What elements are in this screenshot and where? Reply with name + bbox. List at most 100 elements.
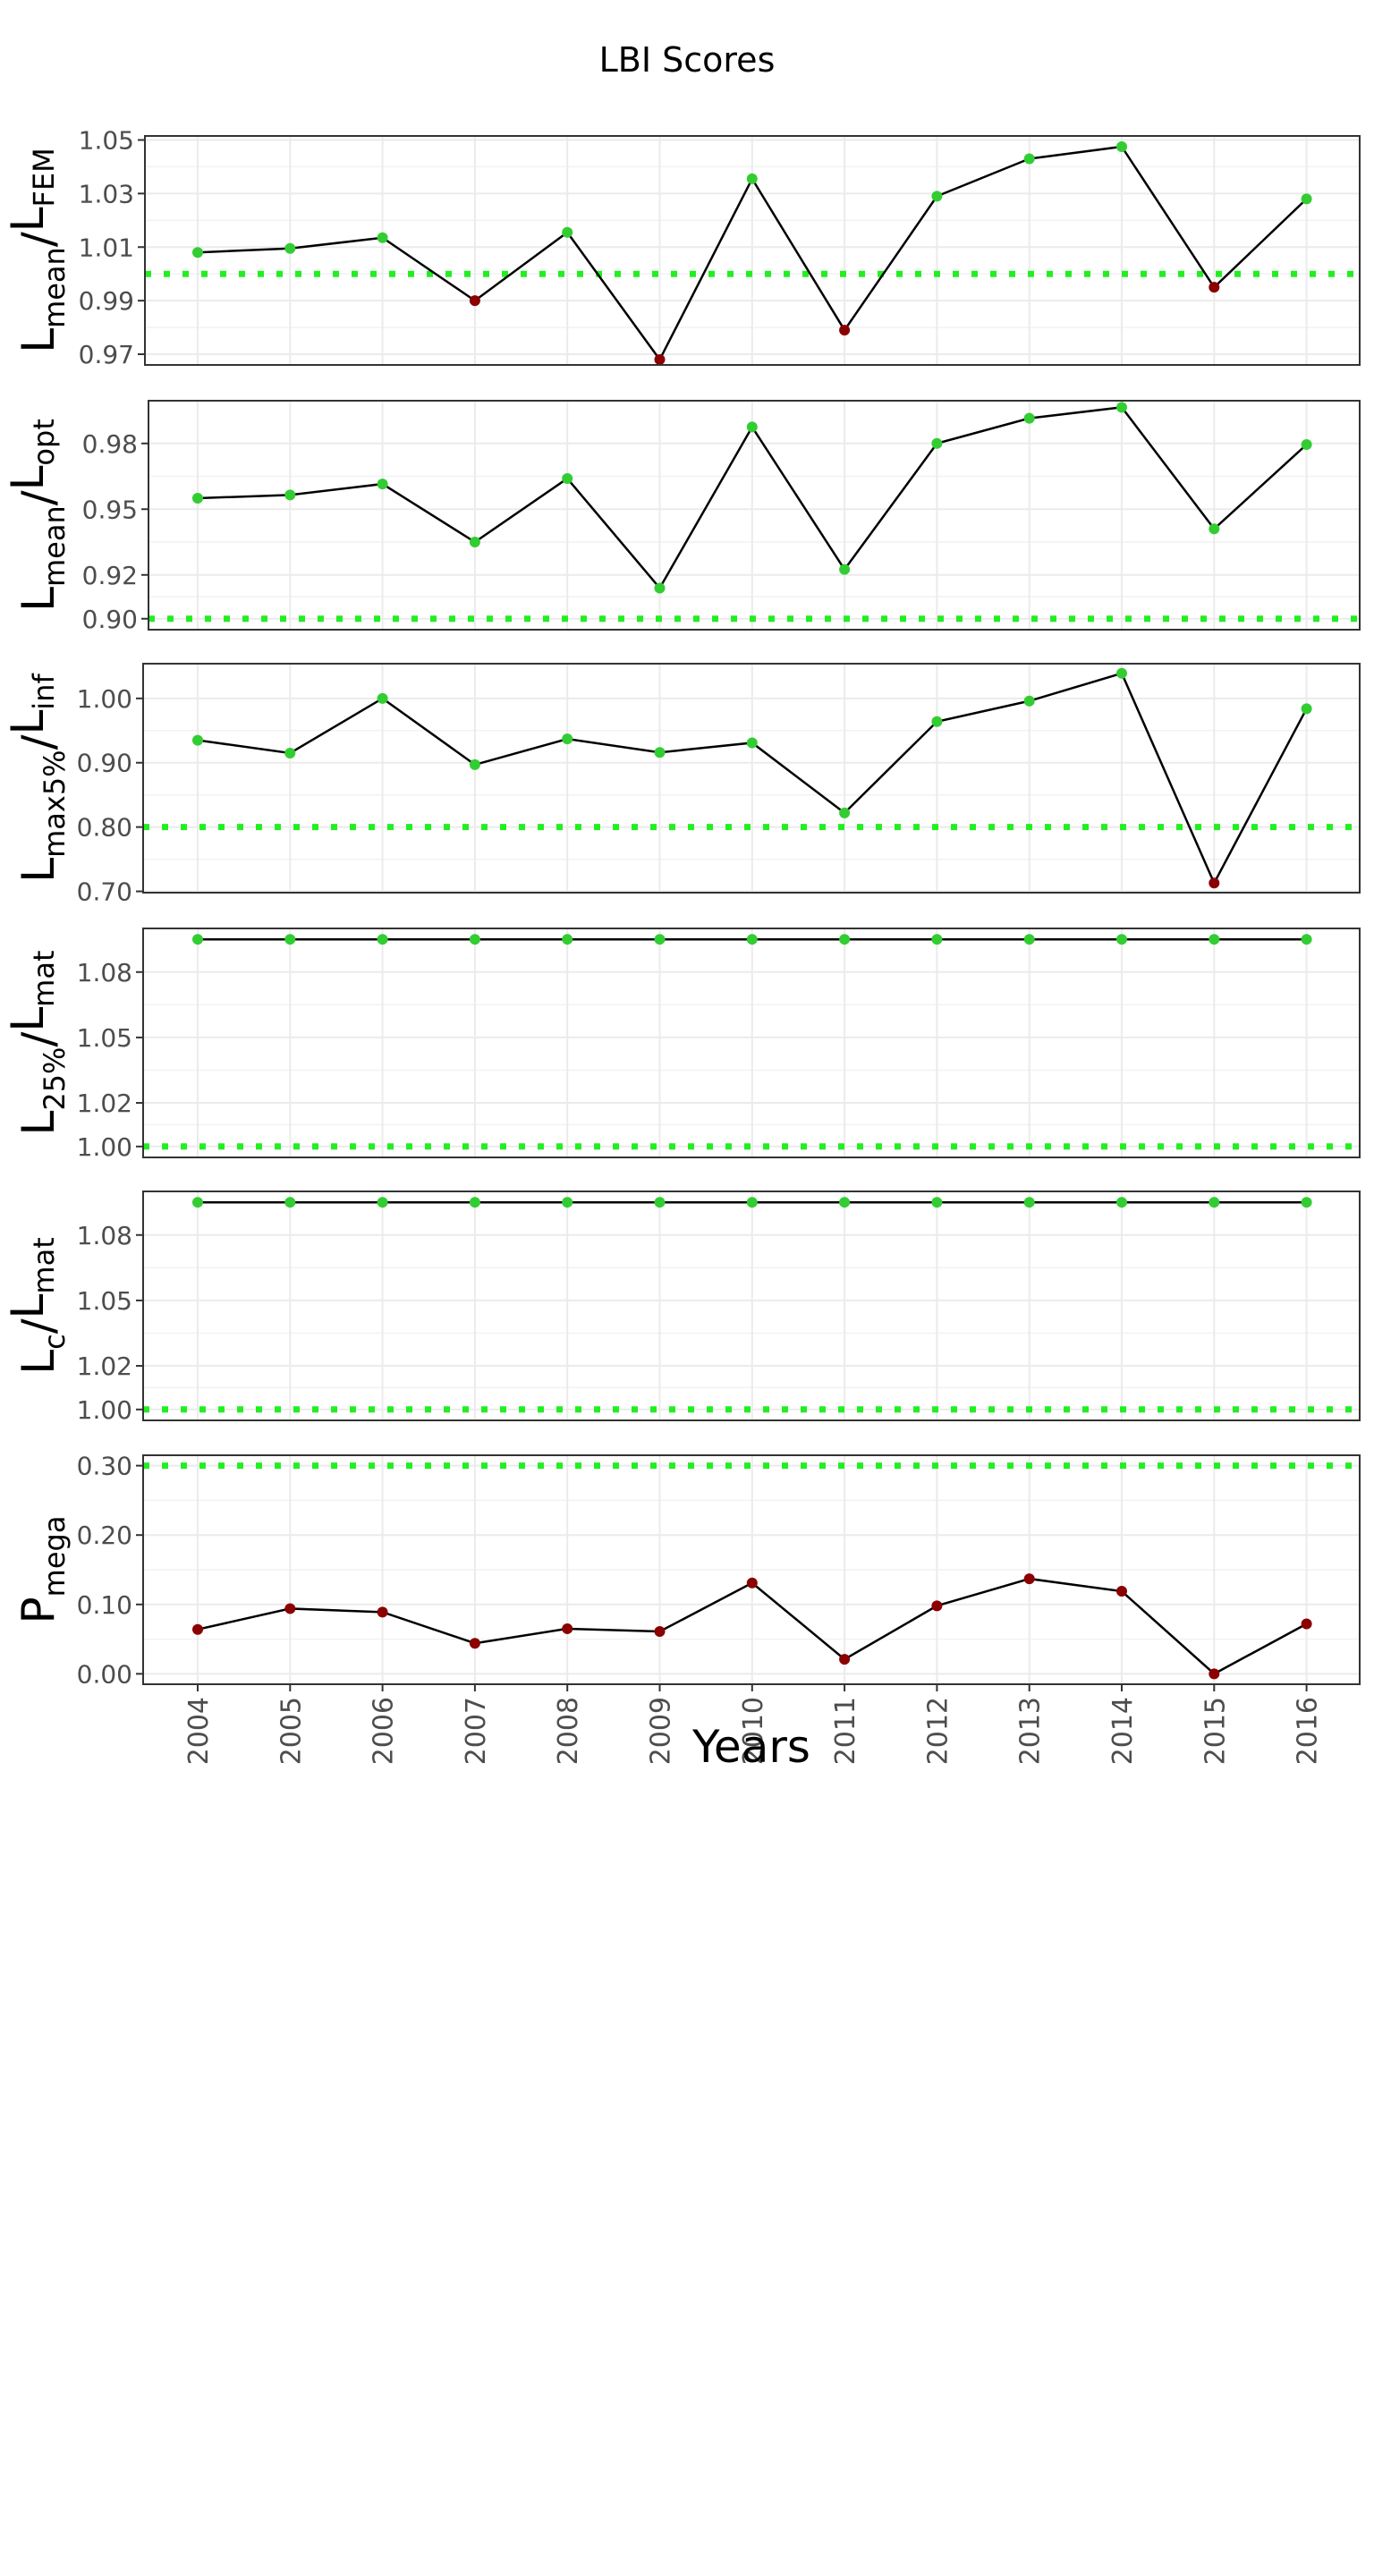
- data-point-2016: [1301, 193, 1312, 205]
- y-axis-label: Lmean/LFEM: [2, 148, 72, 353]
- y-axis-label: Lmean/Lopt: [2, 419, 72, 612]
- y-tick-label: 1.00: [77, 1395, 132, 1425]
- panel-border: [148, 400, 1361, 631]
- y-label-main: L: [13, 587, 64, 612]
- y-label-sub: 25%: [38, 1047, 72, 1111]
- y-tick-label: 0.70: [77, 877, 132, 907]
- y-tick-label: 0.95: [82, 495, 138, 524]
- data-point-2005: [284, 489, 296, 501]
- data-point-2007: [469, 1197, 480, 1208]
- y-label-main: L: [13, 1350, 64, 1375]
- chart-title: LBI Scores: [599, 40, 776, 80]
- x-tick-label: 2015: [1200, 1697, 1231, 1765]
- data-point-2007: [469, 537, 480, 548]
- data-point-2012: [931, 1600, 943, 1612]
- data-point-2009: [654, 354, 666, 366]
- data-point-2014: [1116, 934, 1127, 945]
- y-label-main: L: [13, 328, 64, 353]
- data-point-2006: [377, 1197, 388, 1208]
- data-point-2010: [746, 173, 758, 184]
- data-point-2016: [1301, 1618, 1312, 1630]
- data-point-2005: [284, 1197, 296, 1208]
- y-label-sub: mean: [38, 247, 72, 328]
- data-point-2014: [1116, 402, 1127, 413]
- data-point-2010: [746, 1197, 758, 1208]
- data-point-2016: [1301, 438, 1312, 450]
- data-point-2008: [562, 1197, 573, 1208]
- panel-6: 0.00 0.10 0.20 0.30 Pmega: [13, 1452, 1361, 1689]
- data-point-2016: [1301, 934, 1312, 945]
- data-point-2014: [1116, 1586, 1127, 1597]
- y-label-sub2: inf: [27, 674, 61, 710]
- data-point-2009: [654, 582, 666, 594]
- data-point-2004: [192, 247, 203, 258]
- panel-border: [142, 928, 1361, 1158]
- data-point-2008: [562, 472, 573, 484]
- data-point-2010: [746, 1577, 758, 1589]
- data-point-2011: [839, 1197, 851, 1208]
- y-tick-label: 1.08: [77, 958, 132, 987]
- y-label-main: P: [13, 1597, 64, 1623]
- y-tick-label: 0.90: [77, 749, 132, 778]
- y-tick-label: 0.98: [82, 429, 138, 459]
- data-point-2016: [1301, 703, 1312, 715]
- y-tick-label: 1.02: [77, 1352, 132, 1381]
- data-point-2009: [654, 934, 666, 945]
- y-label-separator: /: [13, 1318, 64, 1334]
- y-tick-label: 1.01: [79, 233, 134, 262]
- data-point-2006: [377, 934, 388, 945]
- y-tick-label: 1.03: [79, 179, 134, 208]
- y-label-main2: L: [2, 1007, 54, 1032]
- data-point-2013: [1023, 695, 1035, 707]
- data-point-2013: [1023, 1573, 1035, 1585]
- data-point-2015: [1209, 1197, 1220, 1208]
- data-point-2015: [1209, 877, 1220, 889]
- y-axis-label: Pmega: [13, 1516, 72, 1624]
- y-label-main: L: [13, 858, 64, 883]
- data-point-2008: [562, 733, 573, 745]
- data-point-2009: [654, 1197, 666, 1208]
- y-label-separator: /: [13, 232, 64, 247]
- y-label-sub2: mat: [27, 1237, 61, 1293]
- data-point-2007: [469, 934, 480, 945]
- data-point-2011: [839, 807, 851, 818]
- data-point-2006: [377, 232, 388, 243]
- data-point-2005: [284, 934, 296, 945]
- data-point-2012: [931, 934, 943, 945]
- data-point-2014: [1116, 140, 1127, 152]
- data-point-2010: [746, 934, 758, 945]
- data-point-2007: [469, 1638, 480, 1649]
- data-point-2010: [746, 737, 758, 749]
- y-label-sub2: opt: [27, 419, 61, 465]
- x-tick-label: 2011: [830, 1697, 861, 1765]
- panel-border: [144, 135, 1361, 366]
- y-label-main2: L: [2, 710, 54, 735]
- data-point-2011: [839, 1654, 851, 1665]
- data-point-2006: [377, 479, 388, 490]
- panel-border: [142, 1191, 1361, 1421]
- y-tick-label: 0.90: [82, 605, 138, 634]
- data-point-2006: [377, 1606, 388, 1618]
- data-point-2007: [469, 758, 480, 770]
- data-point-2005: [284, 747, 296, 758]
- y-tick-label: 1.02: [77, 1089, 132, 1118]
- data-point-2012: [931, 1197, 943, 1208]
- y-tick-label: 0.92: [82, 561, 138, 590]
- data-point-2013: [1023, 1197, 1035, 1208]
- panels: 0.970.991.011.031.05Lmean/LFEM0.900.920.…: [2, 125, 1361, 1765]
- data-point-2014: [1116, 1197, 1127, 1208]
- x-tick-label: 2014: [1107, 1697, 1139, 1765]
- y-label-separator: /: [13, 1032, 64, 1047]
- data-point-2012: [931, 437, 943, 449]
- data-point-2009: [654, 747, 666, 758]
- y-label-main2: L: [2, 1293, 54, 1318]
- y-label-separator: /: [13, 490, 64, 505]
- y-tick-label: 1.08: [77, 1221, 132, 1250]
- data-point-2012: [931, 716, 943, 727]
- y-tick-label: 0.97: [79, 340, 134, 369]
- x-tick-label: 2016: [1293, 1697, 1324, 1765]
- data-point-2008: [562, 1623, 573, 1634]
- data-point-2013: [1023, 412, 1035, 424]
- x-axis: 2004 2005 2006 2007 2008 2009 2010 2011 2012 2013…: [183, 1684, 1324, 1765]
